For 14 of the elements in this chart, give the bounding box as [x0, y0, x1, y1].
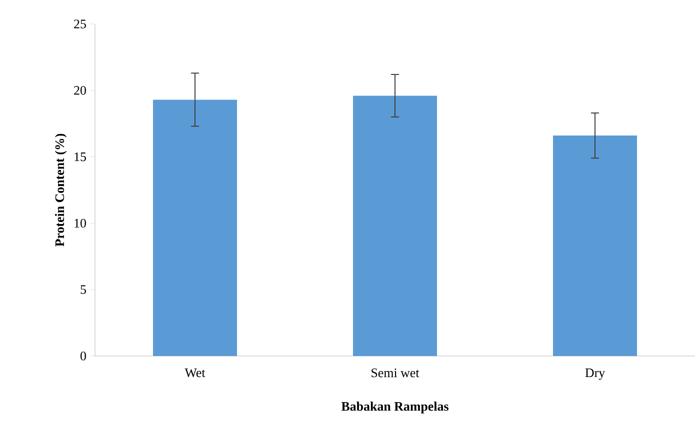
- bar: [353, 96, 438, 356]
- x-tick-label: Wet: [184, 368, 206, 378]
- y-tick-label: 10: [74, 218, 86, 228]
- y-tick-label: 25: [74, 20, 86, 28]
- x-axis-title: Babakan Rampelas: [341, 402, 448, 414]
- x-tick-label: Dry: [585, 368, 606, 380]
- bar: [553, 136, 638, 356]
- y-axis-title: Protein Content (%): [54, 134, 67, 246]
- y-tick-label: 20: [74, 86, 86, 95]
- x-tick-label: Semi wet: [372, 368, 420, 378]
- bar: [153, 100, 238, 356]
- y-tick-label: 0: [80, 352, 86, 360]
- y-tick-label: 15: [74, 152, 86, 162]
- y-tick-label: 5: [80, 285, 86, 294]
